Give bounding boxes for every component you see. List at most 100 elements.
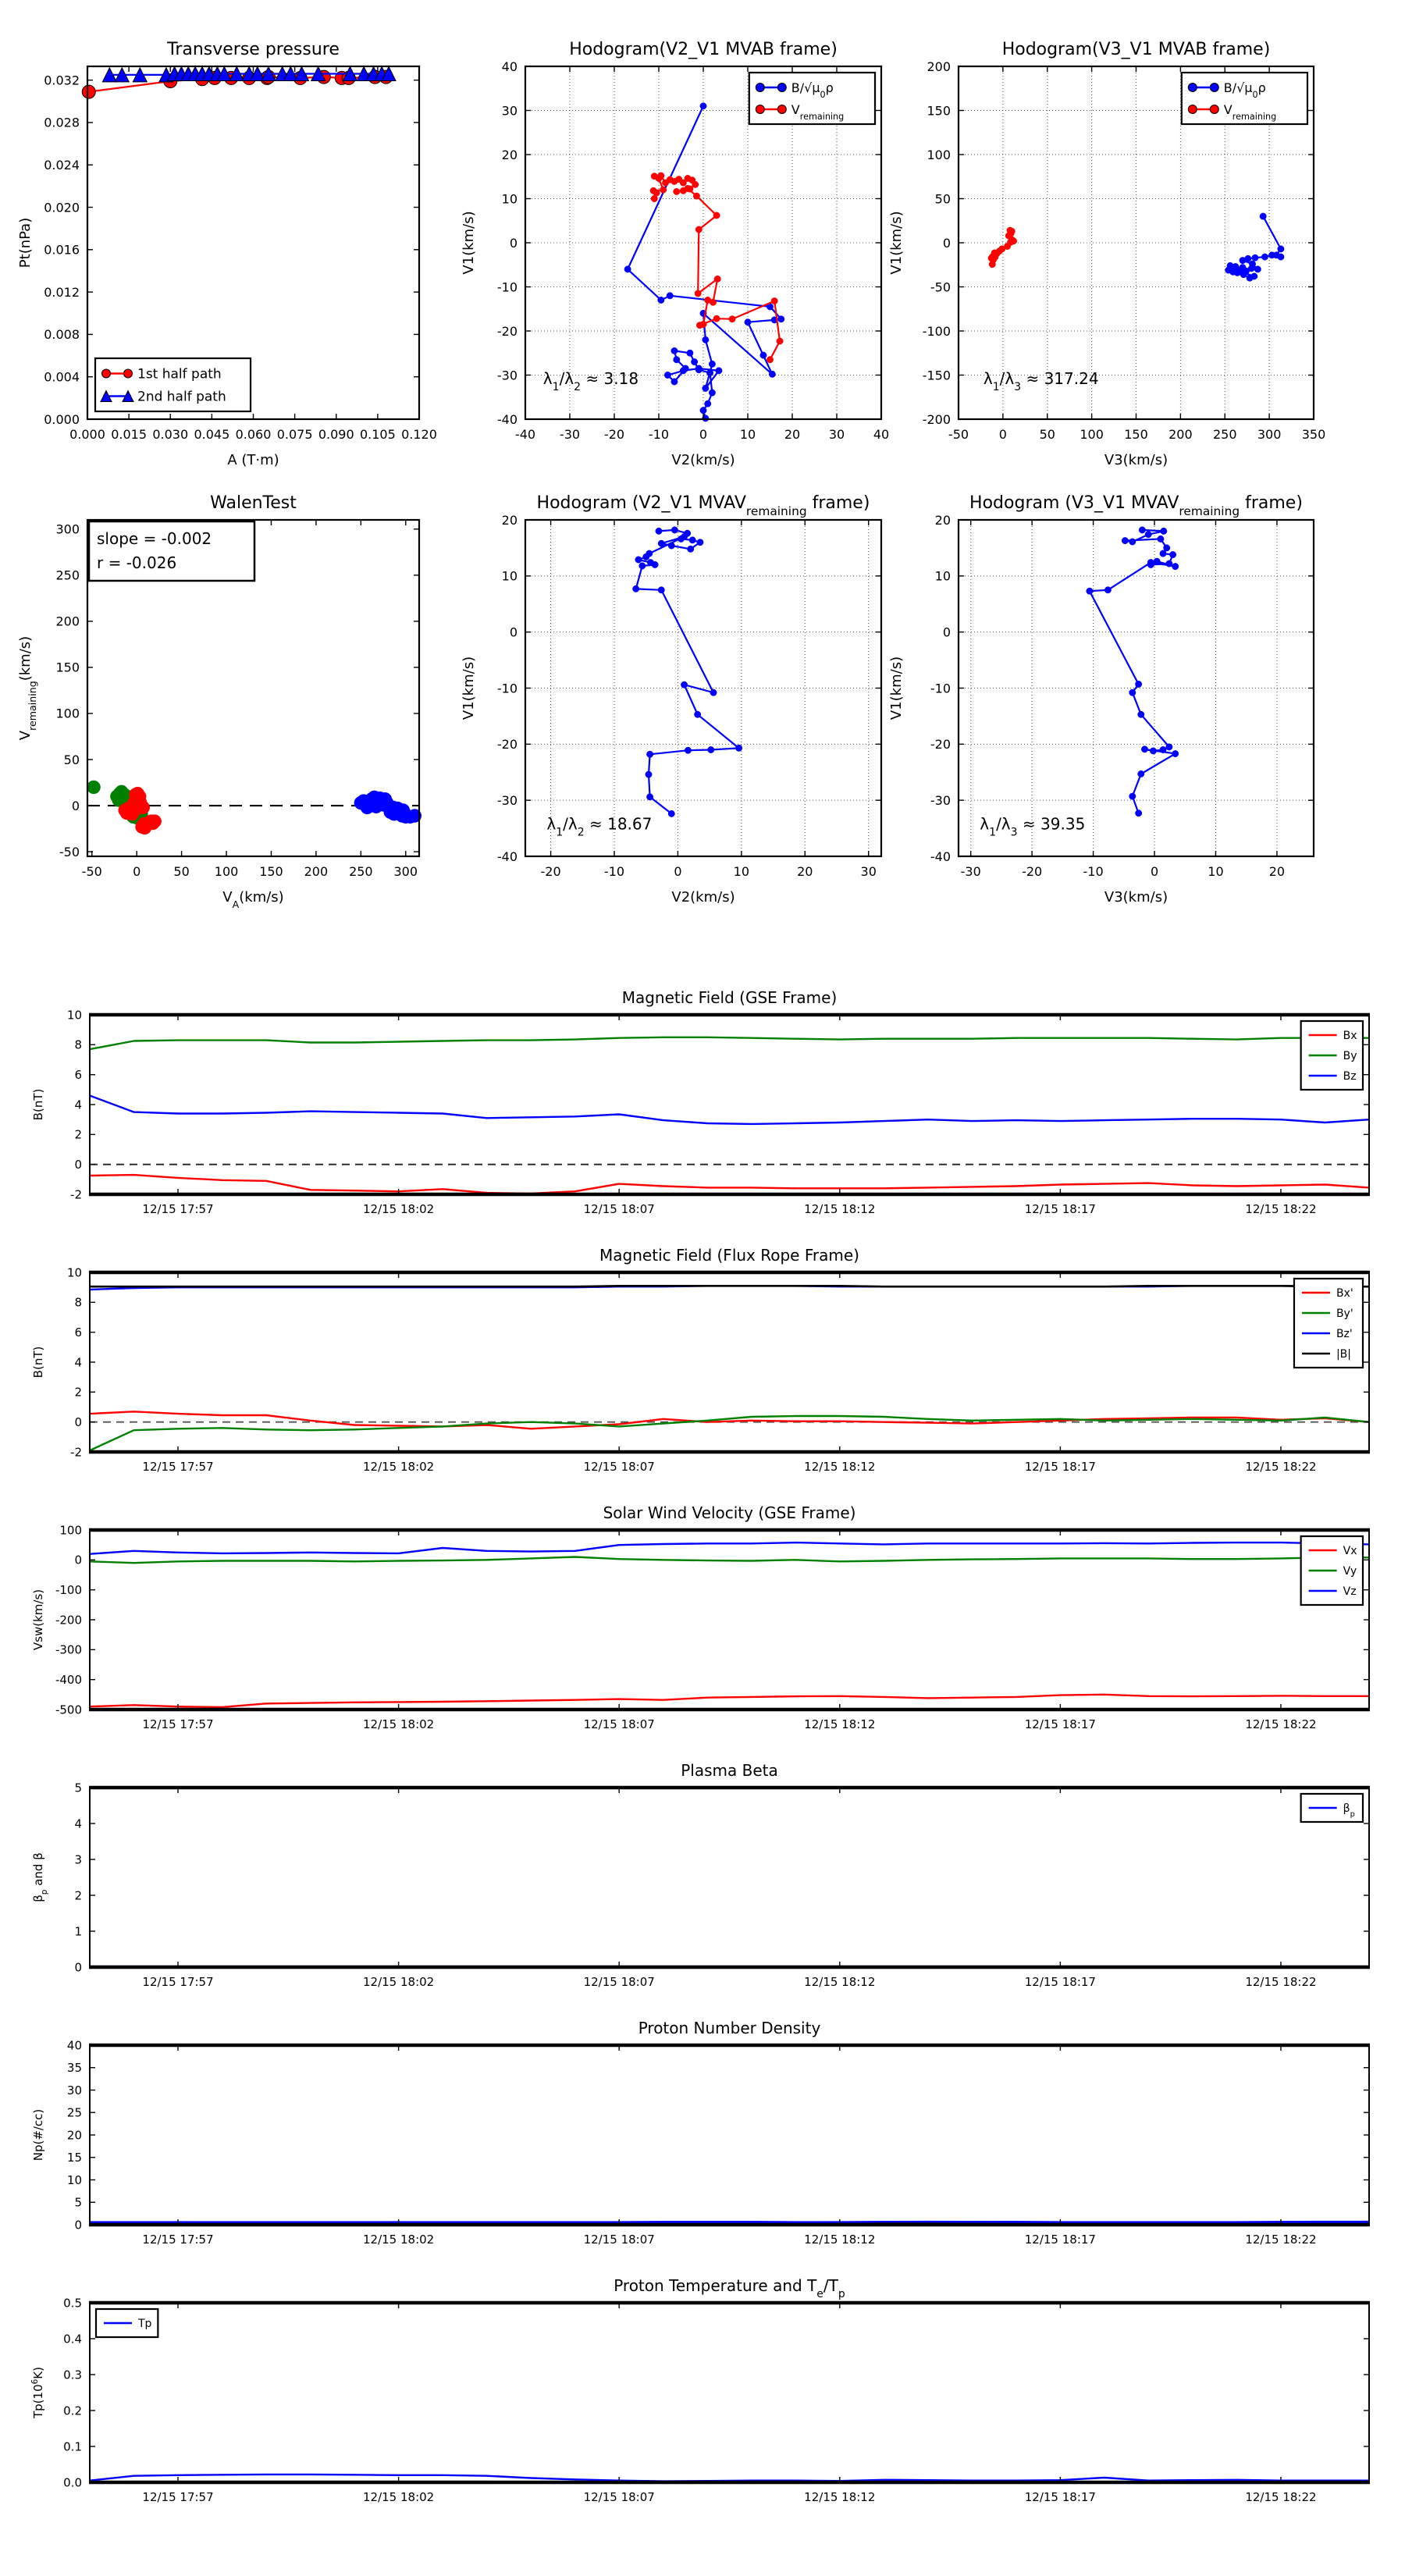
proton-number-density-svg: 12/15 17:57 12/15 18:02 12/15 18:07 12/15 1…: [31, 2019, 1370, 2247]
x-tick-label: -50: [948, 427, 969, 442]
x-tick-label: 10: [1208, 864, 1223, 879]
x-tick-label: -20: [1022, 864, 1042, 879]
y-tick-label: 0.5: [63, 2296, 82, 2310]
marker: [681, 365, 689, 372]
marker: [1250, 272, 1258, 280]
marker: [1209, 105, 1219, 114]
marker: [693, 192, 700, 200]
y-tick-label: 30: [502, 103, 518, 118]
x-tick-label: 12/15 18:17: [1025, 1202, 1096, 1216]
y-tick-label: 0.4: [63, 2332, 82, 2346]
y-tick-label: 0.020: [44, 200, 80, 215]
transverse-pressure-svg: 0.000 0.015 0.030 0.045 0.060 0.075 0.090 0.105…: [17, 40, 437, 468]
chart-hodogram-v3v1-mvab: -50 0 50 100 150 200 250 300 350 -200 -150 -100 -50 0…: [882, 14, 1385, 468]
x-tick-label: 0: [133, 864, 140, 879]
y-tick-label: 100: [59, 1523, 82, 1537]
y-tick-label: 150: [927, 103, 951, 118]
marker: [692, 180, 699, 188]
x-tick-label: -30: [961, 864, 981, 879]
y-tick-label: 10: [935, 569, 951, 584]
y-tick-label: -10: [497, 681, 518, 696]
y-tick-label: 10: [502, 569, 518, 584]
x-tick-label: 250: [349, 864, 373, 879]
y-tick-label: -20: [930, 737, 951, 752]
marker: [713, 275, 721, 283]
y-tick-label: 0.1: [63, 2439, 82, 2453]
x-tick-label: 12/15 18:12: [804, 1717, 875, 1731]
proton-temperature-svg: 12/15 17:57 12/15 18:02 12/15 18:07 12/15 1…: [30, 2276, 1370, 2504]
marker: [1165, 743, 1173, 751]
chart-title: Solar Wind Velocity (GSE Frame): [603, 1503, 856, 1522]
marker: [1261, 253, 1268, 261]
marker: [1129, 538, 1136, 546]
marker: [685, 746, 692, 754]
chart-solar-wind-velocity: 12/15 17:57 12/15 18:02 12/15 18:07 12/15 1…: [30, 1495, 1374, 1745]
x-tick-label: 0: [674, 864, 681, 879]
y-tick-label: 40: [502, 59, 518, 74]
marker: [694, 710, 702, 718]
x-tick-label: 0.045: [194, 427, 229, 442]
marker: [1141, 745, 1148, 753]
marker: [702, 385, 710, 392]
series-line: [89, 2473, 1369, 2482]
marker: [1144, 531, 1152, 539]
marker: [1226, 262, 1234, 269]
marker: [646, 793, 654, 801]
chart-walen-test: -50 0 50 100 150 200 250 300 -50 0 50 100 150 200 250 3…: [12, 451, 445, 910]
marker: [261, 66, 276, 82]
y-tick-label: -10: [497, 279, 518, 294]
marker: [1254, 265, 1261, 273]
hodogram-v3v1-mvab-svg: -50 0 50 100 150 200 250 300 350 -200 -150 -100 -50 0…: [888, 40, 1325, 468]
marker: [684, 185, 692, 192]
y-tick-label: -2: [70, 1445, 82, 1459]
y-tick-label: -40: [930, 849, 951, 864]
x-tick-label: 12/15 17:57: [142, 1717, 213, 1731]
chart-title: Transverse pressure: [166, 40, 340, 59]
marker: [216, 66, 233, 82]
marker: [407, 809, 422, 823]
y-tick-label: -30: [497, 793, 518, 808]
magnetic-field-flux-rope-svg: 12/15 17:57 12/15 18:02 12/15 18:07 12/15 1…: [31, 1246, 1370, 1474]
x-tick-label: 30: [829, 427, 845, 442]
x-tick-label: 20: [797, 864, 813, 879]
marker: [1187, 83, 1197, 92]
series-line: [627, 105, 782, 419]
y-tick-label: -20: [497, 737, 518, 752]
marker: [1135, 681, 1143, 688]
y-tick-label: -30: [497, 368, 518, 382]
y-tick-label: 5: [74, 1781, 82, 1795]
annotation: λ1/λ3 ≈ 317.24: [984, 369, 1099, 393]
marker: [679, 179, 687, 187]
marker: [1150, 747, 1157, 755]
x-tick-label: 12/15 18:07: [584, 2490, 655, 2504]
x-tick-label: 12/15 18:12: [804, 2490, 875, 2504]
marker: [1159, 550, 1167, 557]
marker: [1160, 527, 1168, 535]
marker: [1237, 268, 1245, 276]
y-tick-label: -2: [70, 1187, 82, 1201]
marker: [691, 358, 699, 365]
axes-box: [89, 2044, 1370, 2226]
x-tick-label: 12/15 18:02: [363, 1975, 434, 1989]
y-tick-label: 2: [74, 1128, 82, 1142]
legend-box: [748, 71, 877, 126]
y-axis-label: βp and β: [31, 1852, 49, 1902]
y-tick-label: 100: [55, 706, 80, 721]
x-tick-label: 0.015: [111, 427, 147, 442]
y-tick-label: 100: [927, 148, 951, 162]
marker: [657, 172, 665, 180]
marker: [777, 315, 785, 323]
axes-box: [89, 2302, 1370, 2483]
x-tick-label: 12/15 17:57: [142, 1202, 213, 1216]
y-tick-label: 6: [74, 1325, 82, 1340]
marker: [250, 66, 265, 82]
marker: [642, 553, 650, 560]
walen-test-svg: -50 0 50 100 150 200 250 300 -50 0 50 100 150 200 250 3…: [17, 493, 422, 910]
y-tick-label: 0.032: [44, 73, 80, 87]
x-tick-label: 0.105: [360, 427, 396, 442]
x-tick-label: 12/15 18:17: [1025, 2490, 1096, 2504]
marker: [1169, 551, 1177, 558]
legend-label: B/√μ0ρ: [791, 80, 834, 100]
marker: [655, 527, 663, 535]
marker: [695, 322, 703, 329]
